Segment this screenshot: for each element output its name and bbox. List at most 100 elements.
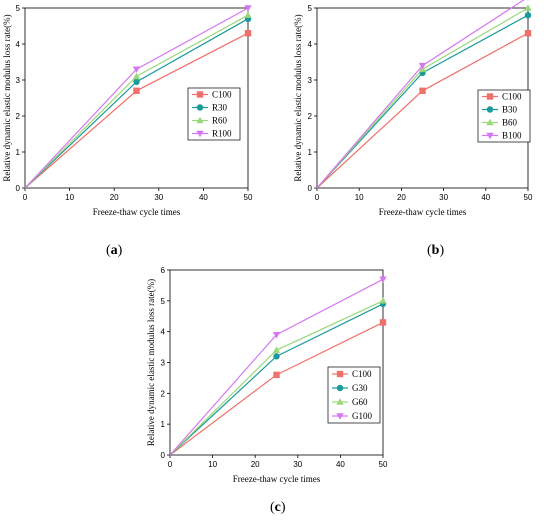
legend-marker <box>196 130 204 138</box>
legend-marker <box>486 118 494 126</box>
data-point <box>527 0 529 1</box>
caption-b-letter: b <box>431 243 440 258</box>
legend-marker <box>196 91 204 98</box>
legend-label: B60 <box>502 118 518 128</box>
series-B100 <box>316 0 529 189</box>
x-tick-label: 0 <box>168 460 173 469</box>
x-axis-title: Freeze-thaw cycle times <box>379 207 467 217</box>
chart-svg-c: 0 10 20 30 40 50 0 1 2 3 4 5 6 Freeze-thaw cycle time… <box>146 266 388 484</box>
data-point <box>524 12 532 19</box>
data-point <box>524 30 532 37</box>
plot-frame <box>169 269 384 456</box>
series-C100 <box>169 319 387 456</box>
data-point <box>418 62 427 70</box>
legend-marker <box>486 106 494 113</box>
x-tick-label: 30 <box>439 193 448 202</box>
caption-c: (c) <box>270 500 286 515</box>
data-point <box>132 66 141 73</box>
y-tick-label: 1 <box>161 420 166 429</box>
legend: C100 R30 R60 R100 <box>187 87 241 141</box>
data-point <box>524 4 532 11</box>
x-tick-label: 40 <box>199 193 208 202</box>
x-tick-label: 20 <box>110 193 119 202</box>
x-tick-label: 10 <box>208 460 217 469</box>
x-tick-label: 50 <box>524 193 533 202</box>
data-point <box>273 371 280 379</box>
data-point <box>419 87 426 94</box>
y-tick-label: 4 <box>161 328 166 337</box>
legend-label: R100 <box>212 129 232 139</box>
x-axis-title: Freeze-thaw cycle times <box>233 474 321 484</box>
legend-marker <box>196 104 204 111</box>
x-tick-label: 10 <box>355 193 364 202</box>
y-tick-label: 0 <box>308 184 313 193</box>
caption-a: (a) <box>106 243 123 258</box>
legend-label: C100 <box>502 92 522 102</box>
x-axis-title: Freeze-thaw cycle times <box>93 207 181 217</box>
y-tick-label: 5 <box>308 4 313 13</box>
legend: C100 G30 G60 G100 <box>327 366 381 424</box>
y-tick-label: 0 <box>16 184 21 193</box>
y-tick-label: 2 <box>16 112 21 121</box>
series-R100 <box>24 5 252 189</box>
data-point <box>379 319 387 326</box>
legend: C100 B30 B60 B100 <box>477 89 531 143</box>
x-tick-label: 10 <box>65 193 74 202</box>
legend-label: R30 <box>212 103 228 113</box>
chart-svg-a: 0 10 20 30 40 50 0 1 2 3 4 5 Freeze-thaw cycle times… <box>2 4 253 217</box>
data-point <box>272 332 281 339</box>
caption-c-letter: c <box>274 500 281 515</box>
data-point <box>273 353 280 360</box>
data-point <box>132 72 141 80</box>
x-tick-label: 50 <box>244 193 253 202</box>
x-tick-label: 20 <box>397 193 406 202</box>
y-axis-title: Relative dynamic elastic modulus loss ra… <box>293 14 303 181</box>
legend-label: C100 <box>212 90 232 100</box>
legend-label: G30 <box>352 383 368 393</box>
y-tick-label: 1 <box>308 148 313 157</box>
y-axis-title: Relative dynamic elastic modulus loss ra… <box>2 14 12 181</box>
caption-a-letter: a <box>110 243 118 258</box>
data-point <box>244 5 252 12</box>
legend-label: B30 <box>502 105 518 115</box>
chart-panel-a: 0 10 20 30 40 50 0 1 2 3 4 5 Freeze-thaw cycle times… <box>0 0 272 262</box>
data-point <box>133 87 140 94</box>
series-G100 <box>169 276 387 456</box>
legend-label: R60 <box>212 116 228 126</box>
legend-marker <box>336 398 344 405</box>
y-axis-title: Relative dynamic elastic modulus loss ra… <box>146 279 156 446</box>
series-R60 <box>24 11 252 189</box>
x-tick-label: 0 <box>315 193 320 202</box>
y-tick-label: 4 <box>16 40 21 49</box>
x-tick-label: 40 <box>336 460 345 469</box>
legend-marker <box>336 384 344 392</box>
legend-label: G60 <box>352 397 368 407</box>
x-tick-label: 30 <box>293 460 302 469</box>
x-tick-label: 50 <box>379 460 388 469</box>
chart-svg-b: 0 10 20 30 40 50 0 1 2 3 4 5 Freeze-thaw cycle times… <box>293 0 533 217</box>
y-tick-label: 6 <box>161 266 166 275</box>
y-tick-label: 4 <box>308 40 313 49</box>
data-point <box>272 346 281 353</box>
x-tick-label: 40 <box>481 193 490 202</box>
y-tick-label: 2 <box>308 112 313 121</box>
chart-panel-b: 0 10 20 30 40 50 0 1 2 3 4 5 Freeze-thaw cycle times… <box>291 0 550 262</box>
series-C100 <box>24 30 252 189</box>
y-tick-label: 5 <box>161 297 166 306</box>
series-C100 <box>316 30 532 189</box>
legend-marker <box>336 413 344 420</box>
data-point <box>244 30 252 37</box>
y-tick-label: 3 <box>16 76 21 85</box>
y-tick-label: 3 <box>308 76 313 85</box>
data-point <box>379 297 387 304</box>
x-tick-label: 20 <box>251 460 260 469</box>
y-tick-label: 0 <box>161 451 166 460</box>
legend-label: G100 <box>352 411 372 421</box>
plot-frame <box>24 7 249 189</box>
x-tick-label: 0 <box>23 193 28 202</box>
y-tick-label: 5 <box>16 4 21 13</box>
legend-marker <box>486 132 494 140</box>
x-tick-label: 30 <box>154 193 163 202</box>
series-G60 <box>169 297 387 456</box>
y-tick-label: 1 <box>16 148 21 157</box>
